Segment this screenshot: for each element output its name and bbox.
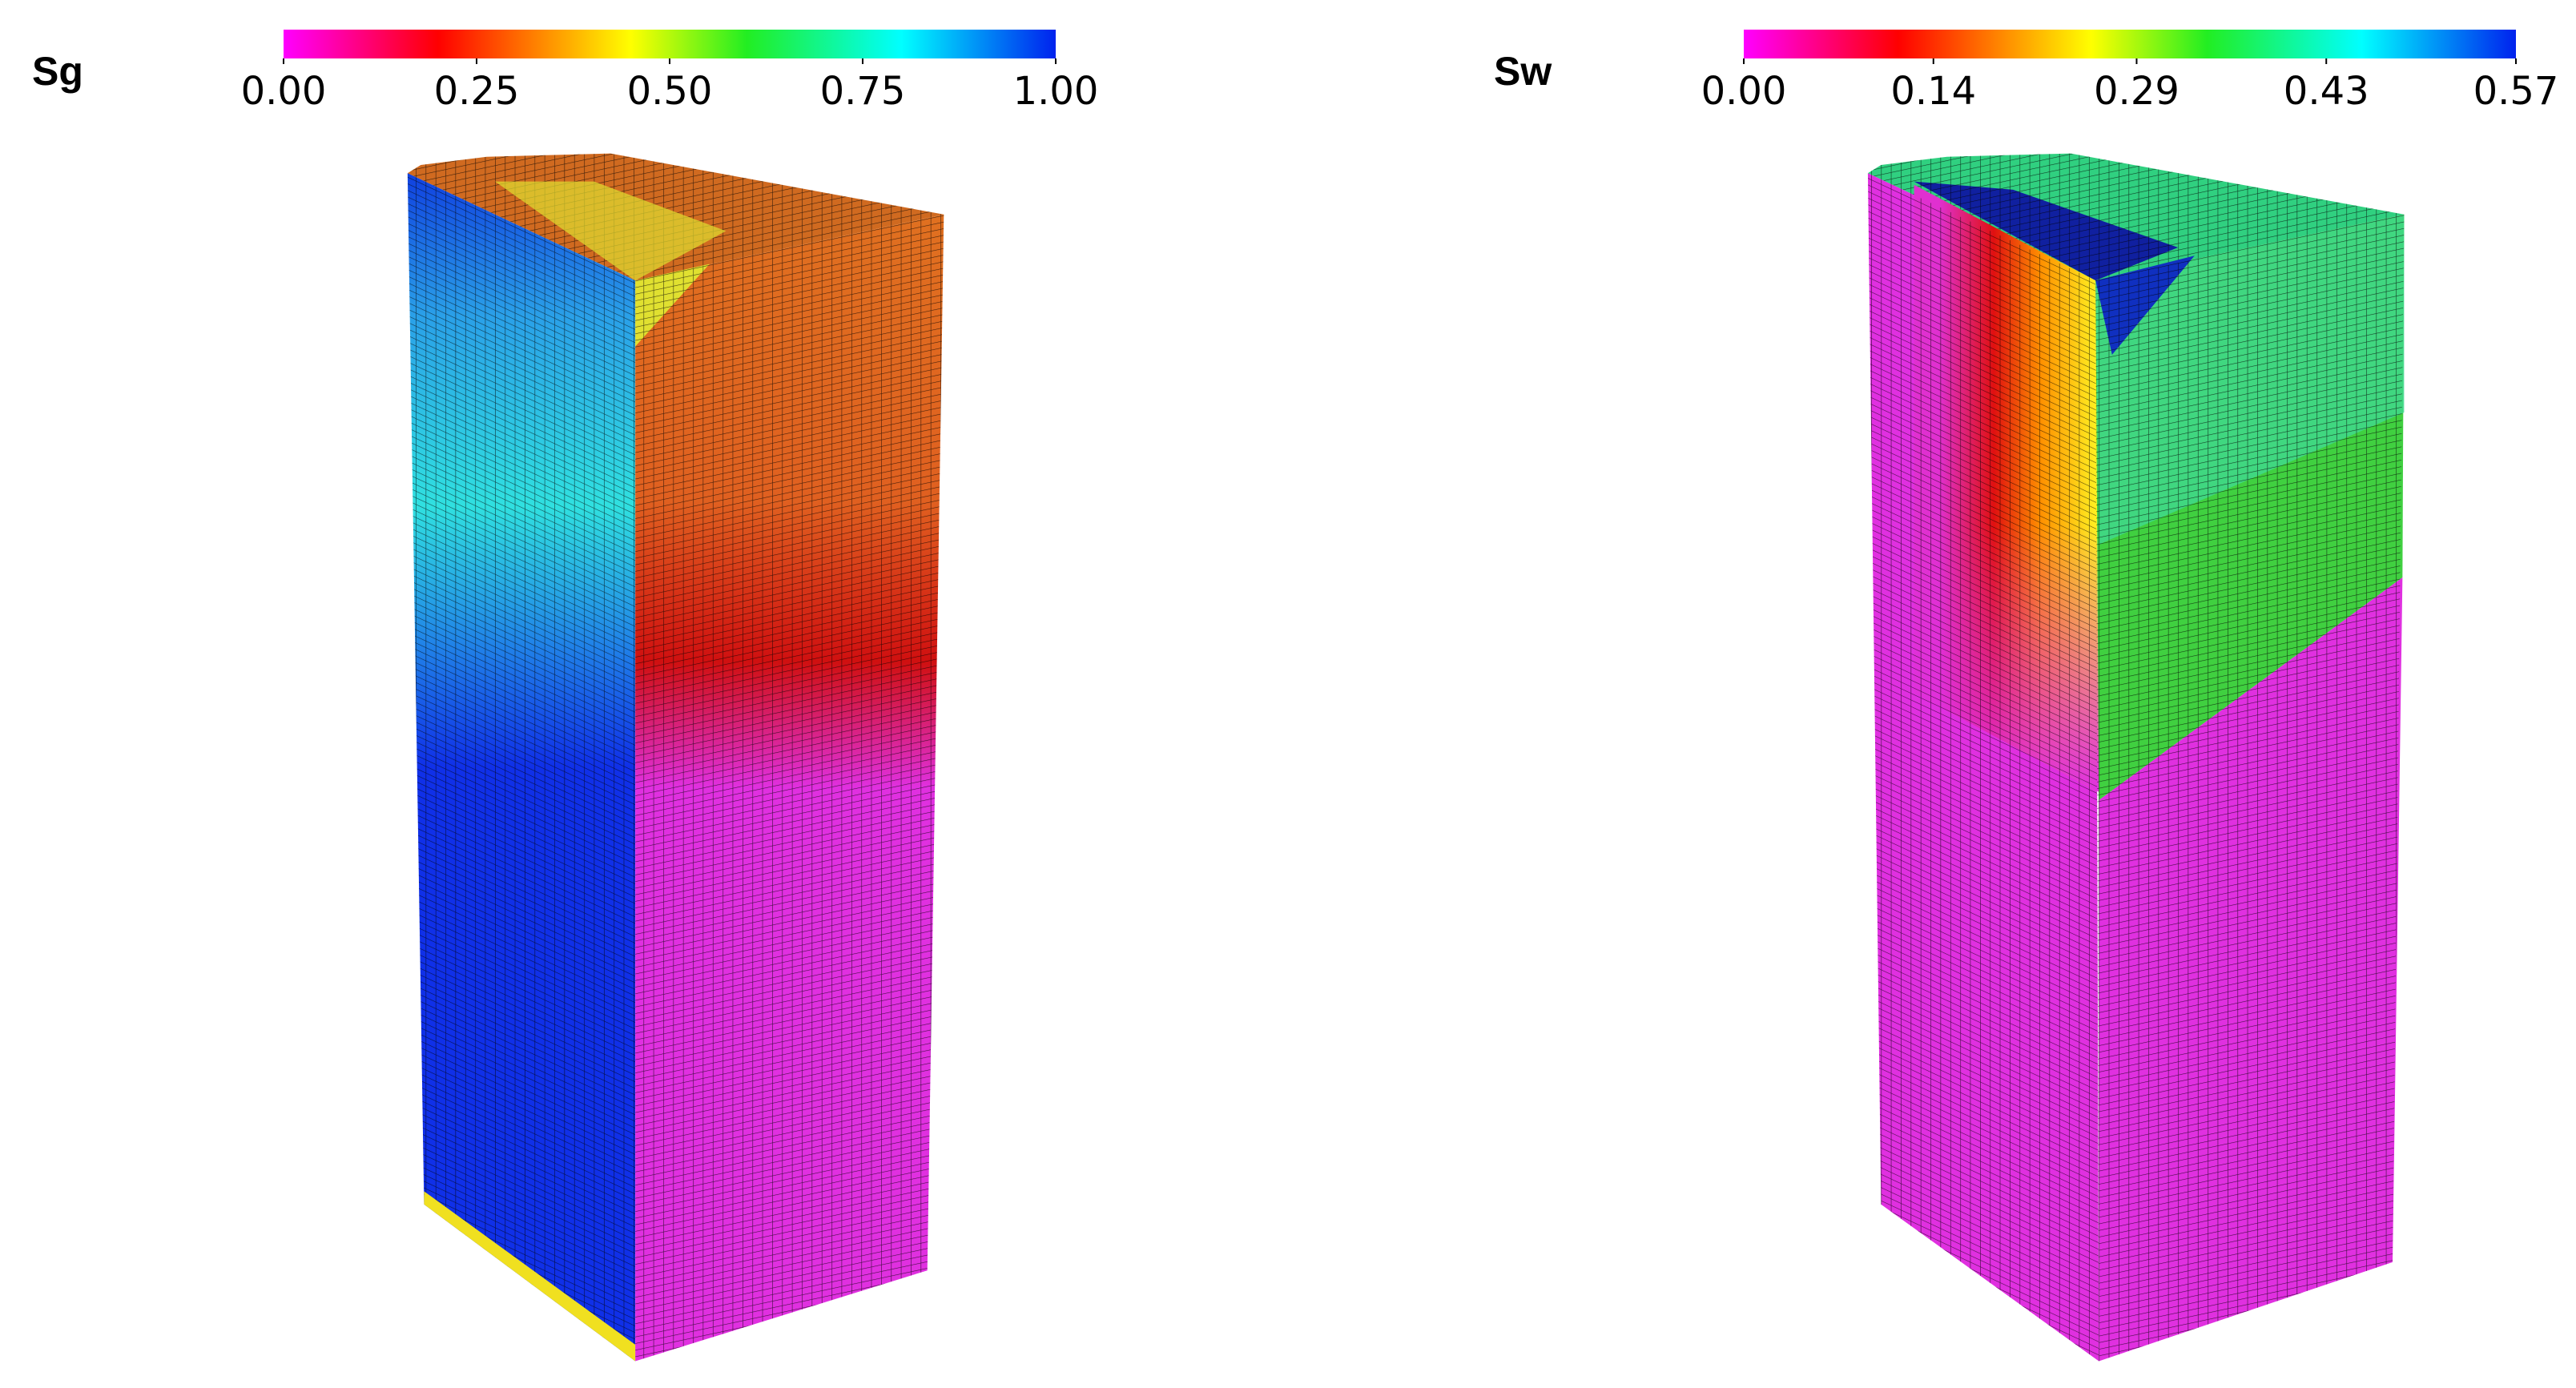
blocks	[407, 153, 2405, 1362]
mesh	[1867, 173, 2099, 1362]
panel-title: Sg	[32, 49, 83, 94]
top-patch	[495, 181, 727, 281]
mesh	[2095, 214, 2405, 1362]
tick-label: 0.00	[241, 69, 327, 114]
bottom-strip	[424, 1191, 636, 1362]
mesh	[1867, 153, 2405, 281]
mesh	[635, 214, 944, 1362]
tick-label: 0.29	[2094, 69, 2180, 114]
tick-label: 1.00	[1013, 69, 1099, 114]
tick-label: 0.75	[820, 69, 906, 114]
panel-title: Sw	[1494, 49, 1552, 94]
colorbar	[1744, 30, 2516, 58]
tick-label: 0.00	[1701, 69, 1787, 114]
colorbar	[284, 30, 1056, 58]
tick-label: 0.14	[1890, 69, 1976, 114]
tick-label: 0.50	[627, 69, 713, 114]
tick-label: 0.43	[2284, 69, 2369, 114]
tick-label: 0.25	[434, 69, 520, 114]
tick-label: 0.57	[2473, 69, 2559, 114]
colorbars: Sg 0.00 0.25 0.50 0.75 1.00 Sw 0.00 0.14 0.29 0.43…	[32, 30, 2558, 114]
mesh	[407, 173, 636, 1362]
